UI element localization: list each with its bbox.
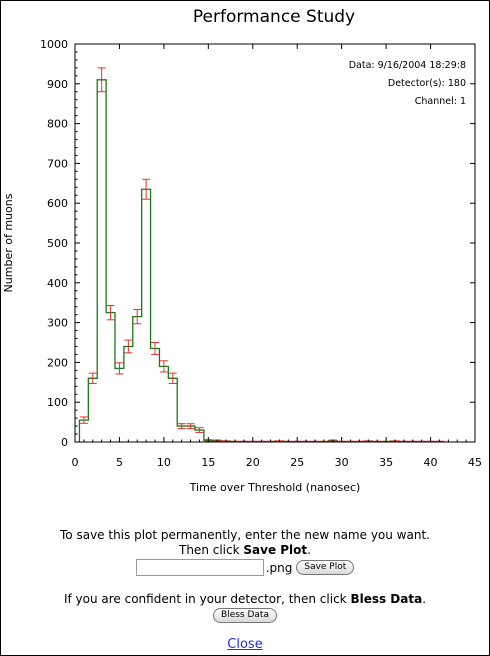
y-tick-label: 1000: [40, 38, 68, 51]
error-bars: [79, 67, 444, 443]
error-bar: [115, 362, 124, 375]
y-tick-label: 800: [47, 118, 68, 131]
x-axis-label: Time over Threshold (nanosec): [189, 481, 361, 494]
error-bar: [168, 372, 177, 384]
x-tick-label: 40: [424, 456, 438, 469]
y-tick-label: 300: [47, 317, 68, 330]
x-tick-label: 15: [201, 456, 215, 469]
y-tick-label: 500: [47, 237, 68, 250]
performance-chart: Performance Study 0 5 10 15 20 25 30 35 40 45 0 10…: [2, 7, 482, 494]
save-line-2-suffix: .: [307, 543, 311, 557]
error-bar: [159, 360, 168, 373]
y-tick-label: 700: [47, 157, 68, 170]
png-extension: .png: [265, 560, 293, 575]
error-bar: [142, 178, 151, 200]
bless-suffix: .: [422, 592, 427, 606]
error-bar: [133, 308, 142, 325]
y-axis: 0 100 200 300 400 500 600 700 800 900 1000: [40, 38, 475, 449]
y-tick-label: 400: [47, 277, 68, 290]
x-tick-label: 25: [290, 456, 304, 469]
bless-bold: Bless Data: [350, 592, 423, 606]
save-instructions: To save this plot permanently, enter the…: [0, 528, 490, 558]
save-line-2: Then click Save Plot.: [0, 543, 490, 558]
x-tick-label: 35: [379, 456, 393, 469]
y-tick-label: 0: [61, 436, 68, 449]
y-tick-label: 600: [47, 197, 68, 210]
info-date: Data: 9/16/2004 18:29:8: [349, 60, 466, 71]
save-plot-button[interactable]: Save Plot: [296, 560, 355, 575]
error-bar: [79, 416, 88, 424]
info-channel: Channel: 1: [415, 96, 466, 107]
close-link[interactable]: Close: [227, 637, 263, 652]
y-tick-label: 900: [47, 78, 68, 91]
save-row: .png Save Plot: [0, 559, 490, 576]
x-tick-label: 0: [72, 456, 79, 469]
info-detector: Detector(s): 180: [388, 78, 466, 89]
bless-row: Bless Data: [0, 608, 490, 623]
save-line-2-bold: Save Plot: [243, 543, 308, 557]
error-bar: [151, 342, 159, 355]
plot-name-input[interactable]: [135, 559, 264, 576]
x-tick-label: 20: [246, 456, 260, 469]
x-axis: 0 5 10 15 20 25 30 35 40 45: [72, 44, 482, 469]
error-bar: [106, 304, 115, 321]
error-bar: [97, 67, 106, 93]
error-bar: [88, 372, 97, 384]
y-tick-label: 100: [47, 396, 68, 409]
y-tick-label: 200: [47, 356, 68, 369]
error-bar: [124, 339, 133, 354]
bless-prefix: If you are confident in your detector, t…: [63, 592, 351, 606]
error-bar: [186, 423, 195, 429]
histogram-series: [78, 79, 445, 443]
bless-data-button[interactable]: Bless Data: [213, 608, 277, 623]
x-tick-label: 5: [116, 456, 123, 469]
save-line-2-prefix: Then click: [179, 543, 244, 557]
error-bar: [195, 427, 204, 433]
bless-instructions: If you are confident in your detector, t…: [0, 592, 490, 607]
x-tick-label: 45: [468, 456, 482, 469]
x-tick-label: 10: [157, 456, 171, 469]
y-axis-label: Number of muons: [2, 193, 15, 292]
x-tick-label: 30: [335, 456, 349, 469]
histogram-step-line: [78, 79, 445, 443]
save-line-1: To save this plot permanently, enter the…: [60, 528, 430, 542]
chart-title: Performance Study: [193, 7, 355, 27]
error-bar: [177, 423, 186, 429]
